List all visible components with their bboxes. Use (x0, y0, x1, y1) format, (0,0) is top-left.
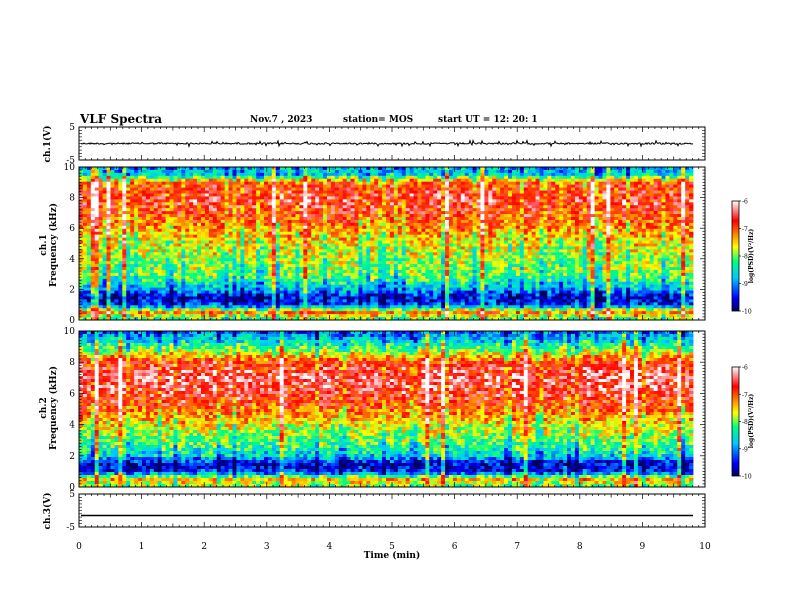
ch1-spectrogram-ytick-label-4: 8 (69, 194, 75, 204)
ch2-spectrogram-colorbar-tick-2: -8 (742, 419, 748, 426)
ch2-spectrogram-colorbar-tick-4: -10 (742, 474, 752, 481)
ch1-colorbar-label: log(PSD)(V²/Hz) (748, 229, 755, 284)
ch1-spectrogram-axis-label-line2: Frequency (kHz) (48, 203, 59, 287)
ch1-waveform-ytick-label-0: 5 (69, 123, 75, 133)
ch1-spectrogram-colorbar-tick-3: -9 (742, 281, 748, 288)
ch1-spectrogram-axis-label-line1: ch.1 (39, 234, 49, 255)
time-tick-label-7: 7 (514, 542, 520, 552)
ch2-colorbar: -6 -7 -8 -9 -10 (731, 365, 752, 481)
ch1-colorbar: -6 -7 -8 -9 -10 (731, 199, 752, 316)
time-tick-label-8: 8 (577, 542, 583, 552)
ch1-spectrogram-colorbar-tick-0: -6 (742, 199, 748, 206)
time-tick-label-9: 9 (640, 542, 646, 552)
ch2-spectrogram-ytick-label-0: 0 (69, 483, 75, 493)
time-axis-label: Time (min) (364, 550, 421, 561)
ch2-spectrogram-colorbar-tick-3: -9 (742, 446, 748, 453)
start-time-label: start UT = 12: 20: 1 (438, 115, 538, 125)
ch1-spectrogram-cells (79, 167, 694, 321)
ch2-spectrogram-axis-label-line1: ch.2 (39, 397, 49, 418)
ch1-spectrogram-ytick-label-5: 10 (64, 163, 76, 173)
time-tick-label-2: 2 (201, 542, 207, 552)
time-tick-label-4: 4 (327, 542, 333, 552)
ch2-spectrogram-ytick-label-3: 6 (69, 389, 75, 399)
ch1-spectrogram-colorbar-scale (731, 200, 740, 312)
ch2-spectrogram-ytick-label-4: 8 (69, 358, 75, 368)
ch1-voltage-axis-label: ch.1(V) (42, 126, 53, 163)
ch1-spectrogram-colorbar-tick-1: -7 (742, 226, 748, 233)
ch2-colorbar-label: log(PSD)(V²/Hz) (748, 394, 755, 449)
ch1-spectrogram-colorbar-tick-2: -8 (742, 254, 748, 261)
ch3-waveform-ytick-label-0: 5 (69, 490, 75, 500)
time-tick-label-5: 5 (389, 542, 395, 552)
time-tick-label-0: 0 (76, 542, 82, 552)
time-tick-label-10: 10 (699, 542, 711, 552)
station-label: station= MOS (343, 115, 414, 125)
ch1-spectrogram-ytick-label-3: 6 (69, 224, 75, 234)
ch1-spectrogram-colorbar-tick-4: -10 (742, 309, 752, 316)
ch1-waveform-ytick-label-1: -5 (66, 156, 75, 166)
ch2-spectrogram-colorbar-scale (731, 366, 740, 477)
ch1-spectrogram-ytick-label-1: 2 (69, 285, 75, 295)
ch1-spectrogram-ytick-label-0: 0 (69, 316, 75, 326)
ch2-spectrogram-ytick-label-1: 2 (69, 452, 75, 462)
ch1-spectrogram-panel: 0 2 4 6 8 10 (64, 163, 706, 326)
ch3-voltage-axis-label: ch.3(V) (42, 493, 53, 530)
ch2-spectrogram-panel: 0 2 4 6 8 10 (64, 327, 706, 493)
ch3-waveform-panel: 5 -5 (66, 490, 706, 533)
time-tick-label-6: 6 (452, 542, 458, 552)
date-label: Nov.7 , 2023 (250, 115, 313, 125)
ch2-spectrogram-colorbar-tick-0: -6 (742, 365, 748, 372)
ch2-spectrogram-cells (79, 331, 694, 488)
time-axis: 0 1 2 3 4 5 6 7 8 9 10 (76, 542, 711, 552)
ch2-spectrogram-ytick-label-5: 10 (64, 327, 76, 337)
time-tick-label-3: 3 (264, 542, 270, 552)
ch2-spectrogram-colorbar-tick-1: -7 (742, 392, 748, 399)
ch1-waveform-panel: 5 -5 (66, 123, 706, 166)
plot-title: VLF Spectra (80, 112, 163, 126)
ch1-spectrogram-ytick-label-2: 4 (69, 255, 75, 265)
time-tick-label-1: 1 (139, 542, 145, 552)
ch2-spectrogram-axis-label-line2: Frequency (kHz) (48, 366, 59, 450)
ch3-waveform-ytick-label-1: -5 (66, 523, 75, 533)
ch1-waveform-trace (81, 139, 694, 149)
ch2-spectrogram-ytick-label-2: 4 (69, 421, 75, 431)
